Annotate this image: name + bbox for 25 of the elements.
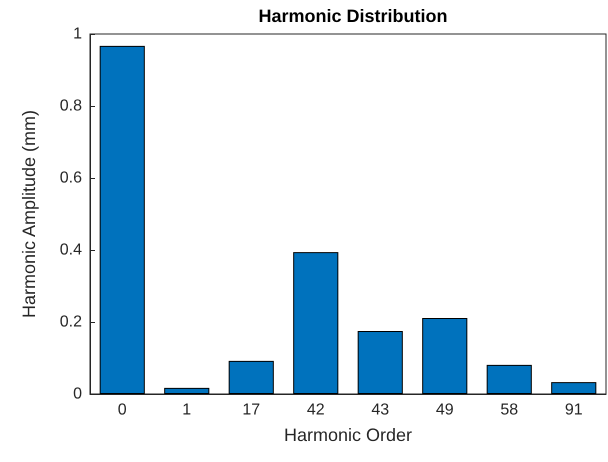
x-tick-label: 42 <box>306 402 325 418</box>
y-tick-label: 0.2 <box>60 314 82 330</box>
y-tick-label: 0.4 <box>60 242 82 258</box>
bar <box>486 364 532 394</box>
bar <box>100 46 145 394</box>
chart-title: Harmonic Distribution <box>258 6 448 26</box>
x-axis-title: Harmonic Order <box>284 425 412 445</box>
x-tick-label: 43 <box>371 402 390 418</box>
y-tick-label: 1 <box>73 26 82 42</box>
bar <box>293 252 338 394</box>
x-tick-label: 1 <box>182 402 192 418</box>
x-tick-label: 58 <box>500 402 518 418</box>
bar <box>164 388 210 394</box>
bar <box>422 318 468 394</box>
bar <box>358 331 403 394</box>
bar <box>228 360 274 394</box>
y-tick-label: 0.8 <box>60 98 82 114</box>
x-tick-label: 0 <box>118 402 127 418</box>
y-tick-label: 0.6 <box>60 170 82 186</box>
y-tick-label: 0 <box>73 386 82 402</box>
x-tick-label: 17 <box>242 402 260 418</box>
bar <box>551 382 596 394</box>
x-tick-label: 91 <box>564 402 583 418</box>
y-axis-title: Harmonic Amplitude (mm) <box>19 110 39 318</box>
x-tick-label: 49 <box>436 402 454 418</box>
